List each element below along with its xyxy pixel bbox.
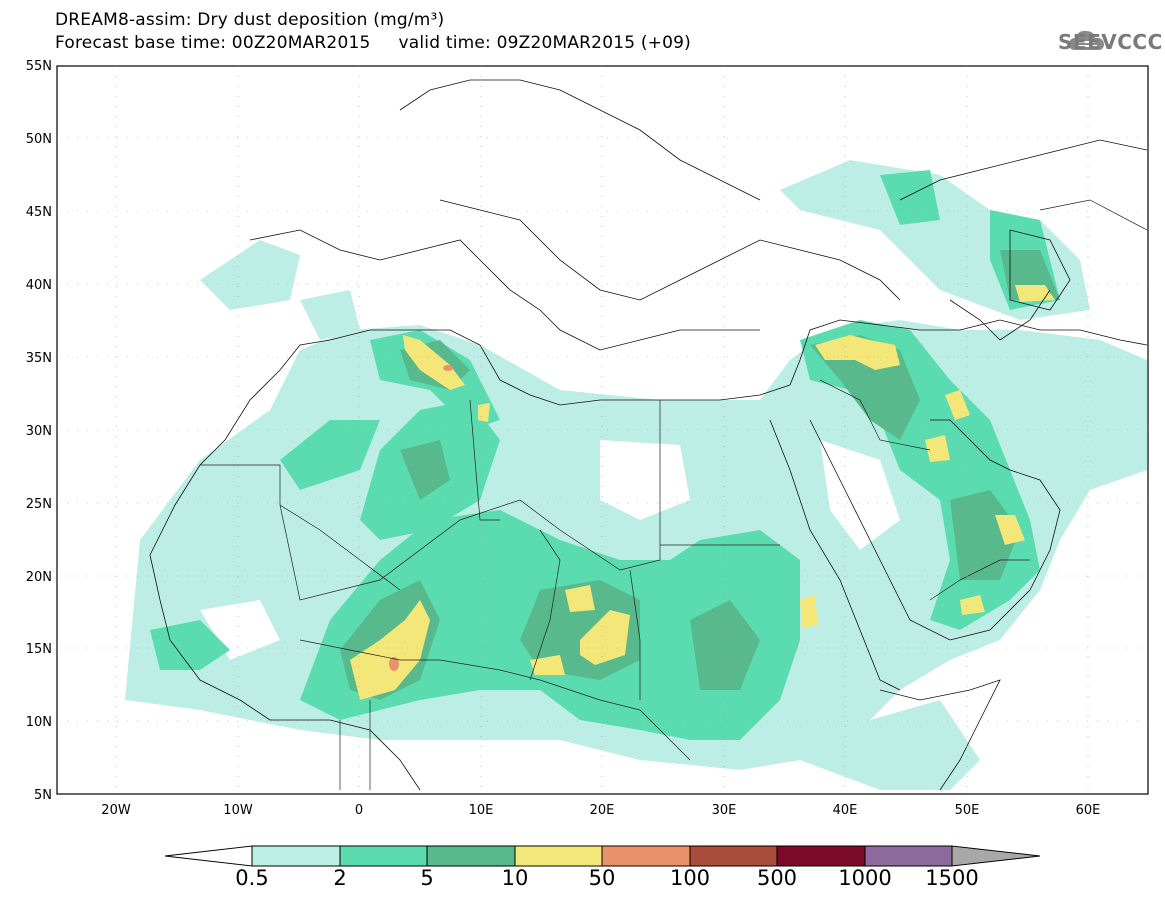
colorbar-label: 100	[669, 866, 711, 890]
colorbar-swatch	[689, 845, 778, 867]
colorbar-swatch	[864, 845, 953, 867]
colorbar-label: 0.5	[235, 866, 269, 890]
lon-label: 10W	[223, 803, 253, 818]
colorbar-label: 2	[333, 866, 347, 890]
colorbar-swatch	[339, 845, 428, 867]
colorbar-label: 500	[756, 866, 798, 890]
lat-label: 10N	[26, 715, 52, 730]
colorbar-label: 5	[420, 866, 434, 890]
lon-label: 10E	[469, 803, 494, 818]
lat-label: 55N	[26, 59, 52, 74]
colorbar-swatch	[514, 845, 603, 867]
colorbar-label: 10	[501, 866, 529, 890]
dust-field	[125, 160, 1147, 790]
lat-label: 25N	[26, 497, 52, 512]
colorbar-label: 1500	[925, 866, 979, 890]
lat-label: 40N	[26, 278, 52, 293]
lon-label: 0	[355, 803, 363, 818]
colorbar-swatch	[601, 845, 691, 867]
lon-label: 60E	[1076, 803, 1101, 818]
colorbar-label: 1000	[838, 866, 892, 890]
country-borders	[200, 199, 1148, 790]
lon-label: 20W	[101, 803, 131, 818]
colorbar	[164, 845, 1041, 867]
lon-label: 30E	[712, 803, 737, 818]
coastlines	[149, 79, 1148, 791]
lat-label: 45N	[26, 205, 52, 220]
lon-label: 20E	[590, 803, 615, 818]
lat-label: 30N	[26, 424, 52, 439]
map-title: DREAM8-assim: Dry dust deposition (mg/m³…	[55, 10, 445, 30]
lat-label: 15N	[26, 642, 52, 657]
lat-label: 20N	[26, 570, 52, 585]
lat-label: 35N	[26, 351, 52, 366]
cloud-icon	[1069, 30, 1104, 50]
lon-label: 40E	[833, 803, 858, 818]
colorbar-low-arrow	[164, 845, 253, 867]
lon-label: 50E	[955, 803, 980, 818]
lat-label: 5N	[34, 788, 52, 803]
colorbar-swatch	[776, 845, 866, 867]
colorbar-high-arrow	[951, 845, 1041, 867]
seevccc-logo: SEEVCCC	[1058, 30, 1163, 54]
colorbar-label: 50	[588, 866, 616, 890]
map-subtitle: Forecast base time: 00Z20MAR2015 valid t…	[55, 33, 691, 53]
lat-label: 50N	[26, 132, 52, 147]
colorbar-swatch	[426, 845, 516, 867]
colorbar-swatch	[251, 845, 341, 867]
